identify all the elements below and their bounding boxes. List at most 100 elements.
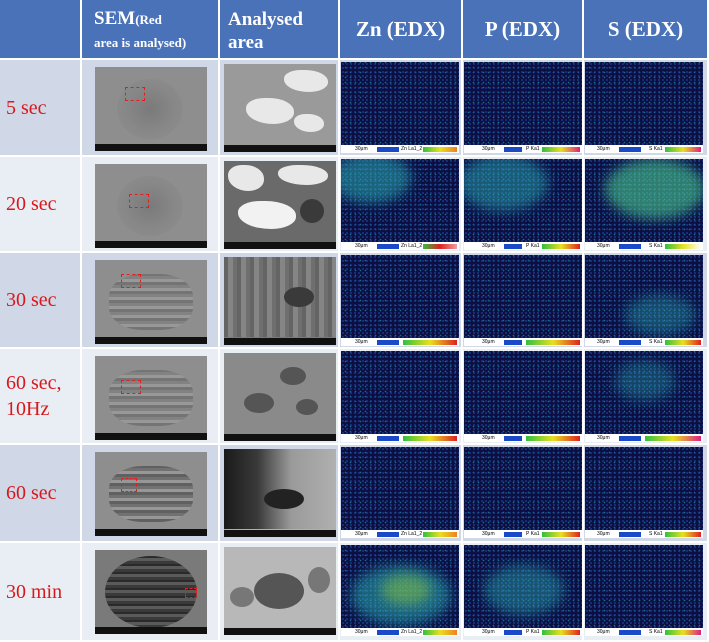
map-scale-bar (585, 530, 703, 538)
row-label-5sec: 5 sec (0, 60, 82, 157)
element-line-text: Zn La1_2 (401, 146, 423, 152)
dark-region (254, 573, 304, 609)
dark-region (308, 567, 330, 593)
zn-map-cell: 30μm (340, 349, 463, 445)
row-label-text: 60 sec (6, 482, 57, 504)
s-map-cell: 30μm S Ka1 (584, 543, 709, 642)
analysed-image (224, 449, 336, 537)
p-edx-map: 30μm (464, 351, 582, 442)
map-pixels (585, 351, 703, 435)
s-edx-map: 30μm S Ka1 (585, 255, 703, 346)
analysed-image-cell (220, 445, 340, 543)
color-scale (619, 630, 641, 635)
dark-region (284, 287, 314, 307)
sem-image-cell (82, 253, 220, 349)
sem-info-bar (224, 338, 336, 345)
map-scale-bar (341, 530, 459, 538)
element-line-text: P Ka1 (526, 243, 540, 249)
scale-text: 30μm (482, 629, 495, 635)
p-edx-map: 30μm P Ka1 (464, 62, 582, 153)
scale-text: 30μm (355, 435, 368, 441)
map-pixels (464, 545, 582, 629)
p-edx-map: 30μm P Ka1 (464, 159, 582, 250)
sem-image (95, 67, 207, 151)
sem-image-cell (82, 445, 220, 543)
scale-text: 30μm (597, 435, 610, 441)
color-scale (423, 630, 457, 635)
analysed-image (224, 161, 336, 249)
color-scale (377, 244, 399, 249)
sem-info-bar (95, 627, 207, 634)
row-label-text: 20 sec (6, 193, 57, 215)
map-scale-bar (341, 628, 459, 636)
map-pixels (341, 255, 459, 339)
header-sem-title: SEM (94, 8, 136, 29)
sem-image-cell (82, 349, 220, 445)
analysed-area-marker (129, 194, 149, 208)
map-pixels (464, 351, 582, 435)
dark-region (230, 587, 254, 607)
header-s-edx: S (EDX) (584, 0, 709, 60)
map-scale-bar (341, 145, 459, 153)
dark-region (300, 199, 324, 223)
map-pixels (464, 447, 582, 531)
map-pixels (585, 545, 703, 629)
p-edx-map: 30μm (464, 255, 582, 346)
row-label-line-2: 10Hz (6, 398, 50, 420)
sem-image (95, 260, 207, 344)
s-map-cell: 30μm S Ka1 (584, 253, 709, 349)
element-line-text: P Ka1 (526, 146, 540, 152)
color-scale (619, 244, 641, 249)
analysed-area-marker (185, 588, 197, 598)
color-scale (542, 147, 580, 152)
map-scale-bar (585, 628, 703, 636)
color-scale (619, 436, 641, 441)
header-zn-edx: Zn (EDX) (340, 0, 463, 60)
sem-image (95, 452, 207, 536)
color-scale (665, 340, 701, 345)
color-scale (526, 436, 580, 441)
map-scale-bar (341, 434, 459, 442)
element-line-text: S Ka1 (649, 531, 663, 537)
sem-info-bar (224, 530, 336, 537)
analysed-image-cell (220, 60, 340, 157)
map-pixels (464, 255, 582, 339)
element-line-text: S Ka1 (649, 629, 663, 635)
color-scale (504, 147, 522, 152)
wear-scar (117, 176, 183, 236)
sem-image-cell (82, 543, 220, 642)
p-edx-map: 30μm P Ka1 (464, 545, 582, 636)
p-map-cell: 30μm P Ka1 (463, 157, 584, 253)
row-label-60sec: 60 sec (0, 445, 82, 543)
row-label-30sec: 30 sec (0, 253, 82, 349)
row-label-line-1: 60 sec, (6, 372, 62, 394)
color-scale (403, 340, 457, 345)
s-edx-map: 30μm S Ka1 (585, 159, 703, 250)
color-scale (423, 147, 457, 152)
signal-region (464, 159, 548, 211)
sem-image-cell (82, 60, 220, 157)
zn-edx-map: 30μm Zn La1_2 (341, 62, 459, 153)
color-scale (619, 532, 641, 537)
wear-texture (224, 257, 336, 338)
scale-text: 30μm (355, 629, 368, 635)
color-scale (665, 532, 701, 537)
sem-info-bar (95, 529, 207, 536)
analysed-image-cell (220, 543, 340, 642)
film-patch (228, 165, 264, 191)
map-pixels (341, 351, 459, 435)
p-map-cell: 30μm P Ka1 (463, 60, 584, 157)
zn-edx-map: 30μm Zn La1_2 (341, 447, 459, 538)
scale-text: 30μm (597, 339, 610, 345)
sem-image (95, 164, 207, 248)
zn-edx-map: 30μm Zn La1_2 (341, 159, 459, 250)
color-scale (504, 630, 522, 635)
map-pixels (585, 62, 703, 146)
header-analysed-area: Analysed area (220, 0, 340, 60)
scale-text: 30μm (482, 339, 495, 345)
map-scale-bar (464, 628, 582, 636)
film-patch (238, 201, 296, 229)
zn-edx-map: 30μm Zn La1_2 (341, 545, 459, 636)
color-scale (665, 244, 701, 249)
